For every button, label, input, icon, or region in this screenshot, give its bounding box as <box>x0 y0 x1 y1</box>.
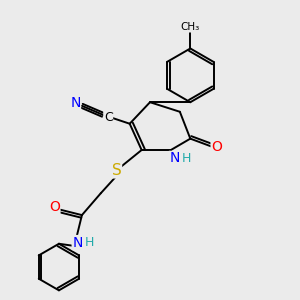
Text: N: N <box>72 236 82 250</box>
Text: S: S <box>112 163 122 178</box>
Text: N: N <box>70 96 80 110</box>
Text: C: C <box>104 111 112 124</box>
Text: CH₃: CH₃ <box>181 22 200 32</box>
Text: O: O <box>211 140 222 154</box>
Text: H: H <box>182 152 191 165</box>
Text: N: N <box>169 152 180 165</box>
Text: H: H <box>84 236 94 249</box>
Text: O: O <box>49 200 60 214</box>
